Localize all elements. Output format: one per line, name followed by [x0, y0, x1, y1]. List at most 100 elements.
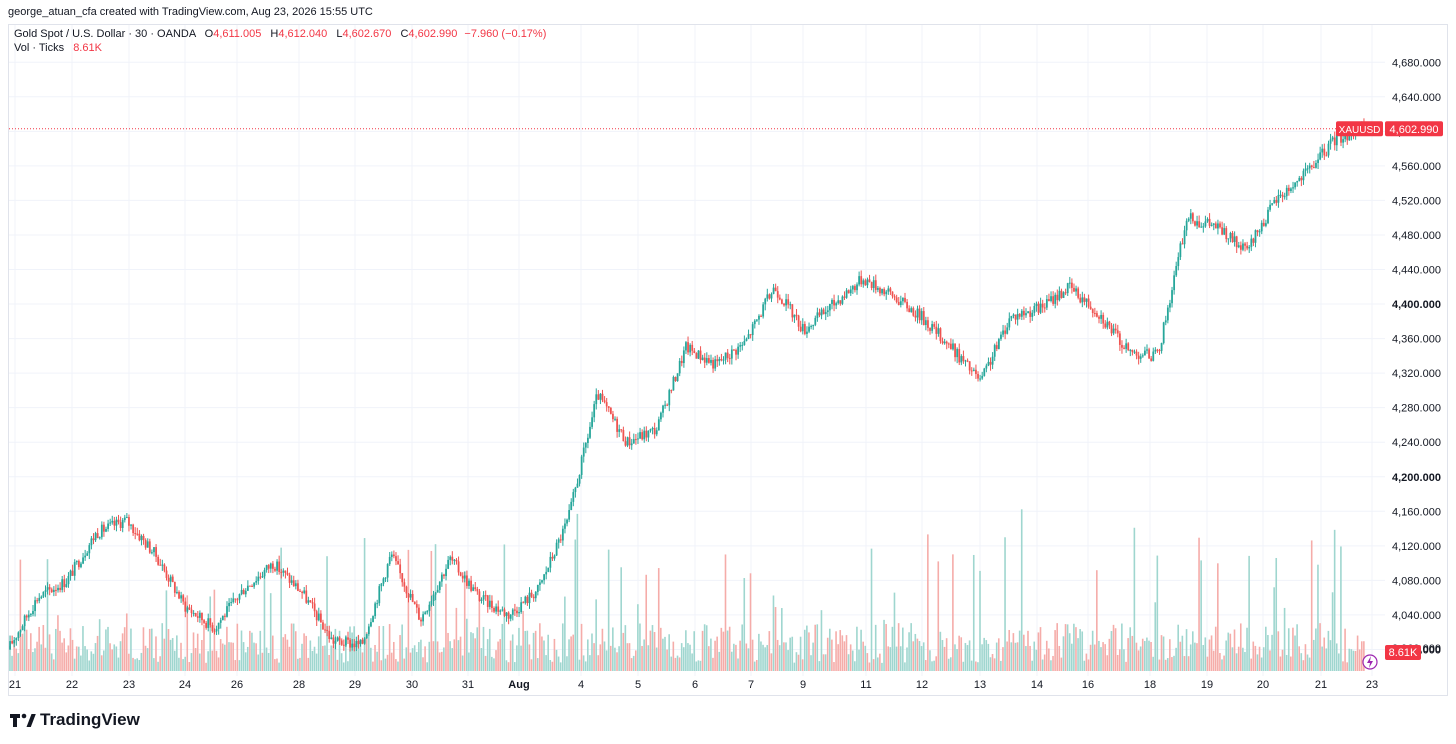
- volume-bar: [386, 654, 389, 671]
- volume-bar: [1210, 635, 1213, 671]
- candle-body: [1171, 290, 1173, 304]
- volume-bar: [1171, 657, 1173, 671]
- candle-body: [178, 591, 180, 599]
- candle-body: [979, 378, 982, 380]
- volume-bar: [1271, 634, 1273, 671]
- candle-body: [1348, 134, 1351, 141]
- candle-body: [1077, 288, 1080, 298]
- tradingview-logo[interactable]: TradingView: [10, 710, 140, 730]
- candle-body: [184, 601, 187, 612]
- candle-body: [785, 299, 787, 306]
- candle-body: [641, 432, 644, 440]
- candle-body: [1229, 232, 1232, 239]
- volume-bar: [336, 659, 339, 671]
- time-tick-label: 16: [1082, 679, 1094, 691]
- volume-bar: [82, 626, 84, 671]
- candle-body: [1308, 165, 1311, 169]
- volume-bar: [297, 658, 299, 671]
- volume-value: 8.61K: [73, 42, 102, 54]
- volume-bar: [211, 650, 214, 671]
- price-tick-label: 4,200.000: [1392, 472, 1441, 484]
- volume-bar: [774, 607, 777, 671]
- volume-bar: [839, 630, 842, 671]
- candle-body: [1185, 220, 1188, 231]
- volume-bar: [1108, 638, 1111, 671]
- candle-body: [105, 528, 107, 532]
- volume-bar: [209, 596, 212, 671]
- volume-bar: [1292, 627, 1294, 671]
- volume-bar: [215, 650, 218, 671]
- volume-bar: [561, 623, 564, 671]
- volume-bar: [520, 645, 522, 671]
- volume-bar: [1317, 564, 1319, 671]
- volume-bar: [482, 626, 485, 671]
- volume-bar: [324, 645, 326, 671]
- candle-body: [803, 323, 806, 334]
- volume-bar: [1133, 527, 1136, 671]
- candle-body: [301, 591, 304, 594]
- axis-badges: XAUUSD 4,602.990 8.61K: [1336, 121, 1443, 670]
- candle-body: [472, 587, 475, 591]
- candle-body: [48, 587, 51, 590]
- candle-body: [1196, 221, 1198, 226]
- candle-body: [1010, 315, 1013, 319]
- candle-body: [927, 320, 929, 328]
- tradingview-logo-icon: [10, 713, 36, 727]
- candle-body: [1100, 314, 1103, 319]
- volume-bar: [372, 661, 374, 671]
- candle-body: [324, 629, 326, 631]
- volume-bar: [140, 652, 143, 671]
- candle-body: [468, 580, 470, 586]
- volume-bar: [1290, 656, 1292, 671]
- volume-bar: [524, 630, 527, 671]
- candle-body: [918, 308, 921, 321]
- candle-body: [176, 591, 178, 593]
- candle-body: [689, 344, 692, 353]
- candle-body: [317, 613, 320, 621]
- volume-bar: [1212, 650, 1215, 671]
- candle-body: [851, 286, 854, 290]
- candle-body: [315, 611, 318, 621]
- volume-bar: [703, 624, 706, 671]
- volume-bar: [1000, 660, 1002, 671]
- candle-body: [142, 535, 145, 541]
- volume-bar: [86, 649, 88, 671]
- candle-body: [935, 326, 938, 334]
- candle-body: [1018, 313, 1021, 317]
- volume-bar: [1121, 623, 1123, 671]
- candle-body: [885, 291, 888, 295]
- candle-body: [847, 290, 850, 294]
- volume-bar: [632, 655, 635, 671]
- candle-body: [180, 595, 183, 599]
- volume-bar: [378, 626, 380, 671]
- candle-body: [1106, 321, 1109, 328]
- candle-body: [169, 576, 172, 582]
- candle-body: [770, 293, 773, 299]
- candle-body: [1073, 287, 1075, 292]
- candle-body: [891, 291, 894, 297]
- candle-body: [876, 287, 879, 290]
- volume-bar: [708, 646, 710, 671]
- candle-body: [1070, 282, 1073, 288]
- price-chart[interactable]: 4,680.0004,640.0004,600.0004,560.0004,52…: [0, 0, 1456, 700]
- candle-body: [526, 596, 529, 604]
- volume-bar: [791, 636, 794, 671]
- volume-bar: [924, 660, 927, 671]
- volume-bar: [989, 657, 992, 671]
- candle-body: [576, 483, 579, 488]
- candle-body: [1296, 181, 1299, 183]
- volume-bar: [1135, 642, 1138, 671]
- candle-body: [271, 563, 274, 569]
- time-tick-label: 26: [231, 679, 243, 691]
- candle-body: [198, 612, 201, 618]
- volume-bar: [342, 662, 345, 671]
- lightning-icon[interactable]: [1362, 654, 1378, 670]
- chart-frame[interactable]: [8, 24, 1448, 696]
- candle-body: [13, 640, 16, 644]
- volume-bar: [1131, 635, 1134, 671]
- candle-body: [438, 581, 441, 590]
- candle-body: [355, 640, 358, 648]
- volume-bar: [1127, 638, 1129, 671]
- volume-bar: [380, 660, 383, 671]
- candle-body: [173, 582, 176, 593]
